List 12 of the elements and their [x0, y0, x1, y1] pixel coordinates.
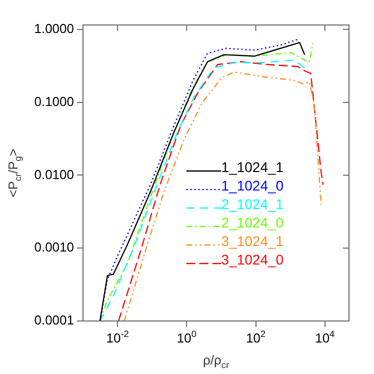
y-tick-label: 0.0010: [34, 240, 74, 255]
legend-label: 3_1024_1: [221, 232, 284, 249]
legend-label: 1_1024_1: [221, 158, 284, 175]
legend-label: 3_1024_0: [221, 251, 284, 268]
y-tick-label: 0.1000: [34, 94, 74, 109]
y-tick-label: 0.0001: [34, 312, 74, 328]
legend-label: 2_1024_1: [221, 196, 284, 212]
legend-label: 1_1024_0: [221, 177, 284, 194]
legend-label: 2_1024_0: [221, 214, 284, 230]
y-tick-label: 0.0100: [34, 166, 74, 182]
y-axis-title: <Pcr/Pg>: [6, 148, 24, 198]
y-tick-label: 1.0000: [34, 21, 74, 36]
